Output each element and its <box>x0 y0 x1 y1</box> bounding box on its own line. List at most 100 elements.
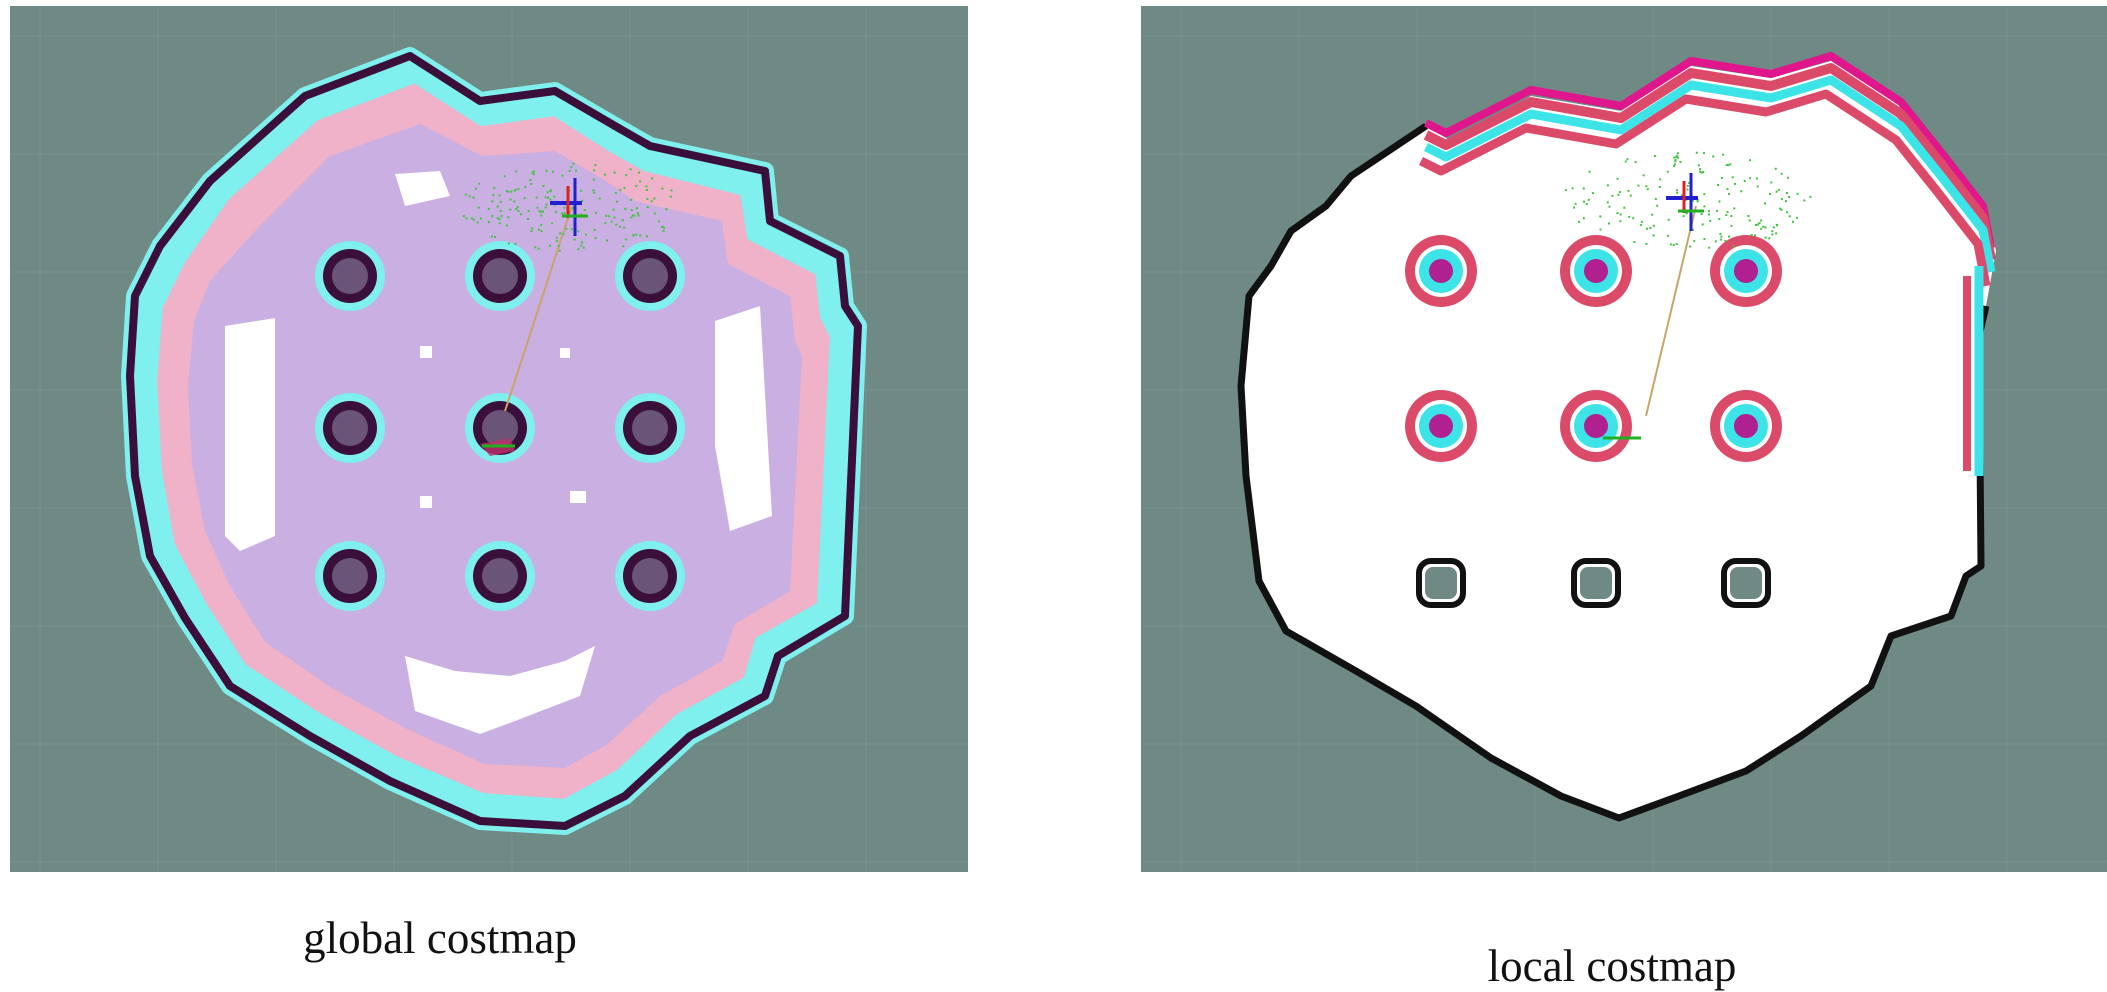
particle <box>530 230 533 233</box>
particle <box>604 173 606 176</box>
particle <box>1809 195 1812 198</box>
particle <box>520 213 522 216</box>
particle <box>581 199 584 202</box>
particle <box>544 196 547 199</box>
particle <box>516 206 519 209</box>
particle <box>498 222 501 225</box>
particle <box>621 219 624 222</box>
particle <box>1697 164 1700 167</box>
particle <box>468 195 471 198</box>
particle <box>594 237 597 240</box>
pillar-interior <box>632 558 668 594</box>
particle <box>549 198 552 201</box>
particle <box>1574 202 1577 205</box>
particle <box>487 221 490 224</box>
free-space-dot <box>420 346 432 358</box>
particle <box>507 216 510 219</box>
particle <box>1672 244 1675 246</box>
particle <box>1716 209 1719 212</box>
particle <box>1676 191 1679 194</box>
pillar-unknown-core <box>1425 567 1457 599</box>
particle <box>1659 178 1662 181</box>
particle <box>1792 220 1794 223</box>
particle <box>1591 192 1594 195</box>
inflation-red-band <box>1423 63 1996 261</box>
particle <box>563 206 566 209</box>
particle <box>1719 238 1722 241</box>
particle <box>1775 190 1778 193</box>
particle <box>1669 243 1672 246</box>
pillar-core <box>1734 259 1758 283</box>
particle <box>1743 180 1746 182</box>
particle <box>1730 224 1733 227</box>
particle <box>1772 226 1775 229</box>
particle <box>1646 227 1648 230</box>
particle <box>1652 224 1655 227</box>
particle <box>554 211 557 214</box>
particle <box>661 225 664 228</box>
particle <box>1717 184 1719 186</box>
particle <box>1785 200 1787 203</box>
particle <box>1658 186 1661 188</box>
particle <box>1619 220 1622 223</box>
particle <box>1755 224 1757 226</box>
particle <box>533 170 535 173</box>
particle <box>638 171 641 174</box>
particle <box>1673 164 1675 167</box>
particle <box>515 208 518 211</box>
particle <box>551 170 554 173</box>
particle <box>1755 177 1758 180</box>
global-costmap-view <box>10 6 968 872</box>
particle <box>1585 203 1588 206</box>
particle <box>645 189 648 191</box>
particle <box>585 233 587 236</box>
local-costmap-view <box>1141 6 2107 872</box>
particle <box>515 170 518 173</box>
particle <box>1780 172 1783 175</box>
particle <box>1679 161 1682 164</box>
particle <box>1674 160 1677 163</box>
particle <box>1708 213 1711 216</box>
particle <box>1583 200 1585 203</box>
particle <box>498 218 501 220</box>
particle <box>635 207 638 210</box>
particle <box>1677 156 1679 159</box>
particle <box>1564 189 1567 192</box>
particle <box>1688 181 1691 184</box>
particle <box>491 215 494 218</box>
particle <box>1803 199 1806 202</box>
particle <box>532 173 535 176</box>
particle <box>514 243 517 245</box>
particle <box>556 240 559 242</box>
particle <box>623 226 626 229</box>
particle <box>594 164 597 167</box>
particle <box>462 215 465 218</box>
particle <box>1727 164 1730 167</box>
particle <box>538 210 541 213</box>
local-costmap-canvas <box>1141 6 2107 872</box>
particle <box>1632 217 1635 220</box>
particle <box>568 170 571 172</box>
particle <box>517 210 520 212</box>
particle <box>619 188 622 191</box>
particle <box>1762 225 1765 228</box>
particle <box>636 212 639 215</box>
particle <box>1728 193 1730 195</box>
particle <box>1740 190 1743 193</box>
local-costmap-caption: local costmap <box>1487 941 1737 991</box>
particle <box>1606 184 1609 187</box>
particle <box>1731 176 1734 179</box>
particle <box>527 210 530 213</box>
particle <box>538 228 540 231</box>
particle <box>1616 177 1619 180</box>
free-space-bottom-arc <box>405 646 595 734</box>
particle <box>563 212 566 215</box>
particle <box>1654 155 1657 158</box>
particle <box>608 215 611 218</box>
free-space-dot <box>570 491 586 503</box>
particle <box>630 209 633 211</box>
particle <box>1699 168 1702 171</box>
particle <box>1608 222 1610 225</box>
particle <box>1587 198 1590 201</box>
particle <box>1756 185 1759 188</box>
